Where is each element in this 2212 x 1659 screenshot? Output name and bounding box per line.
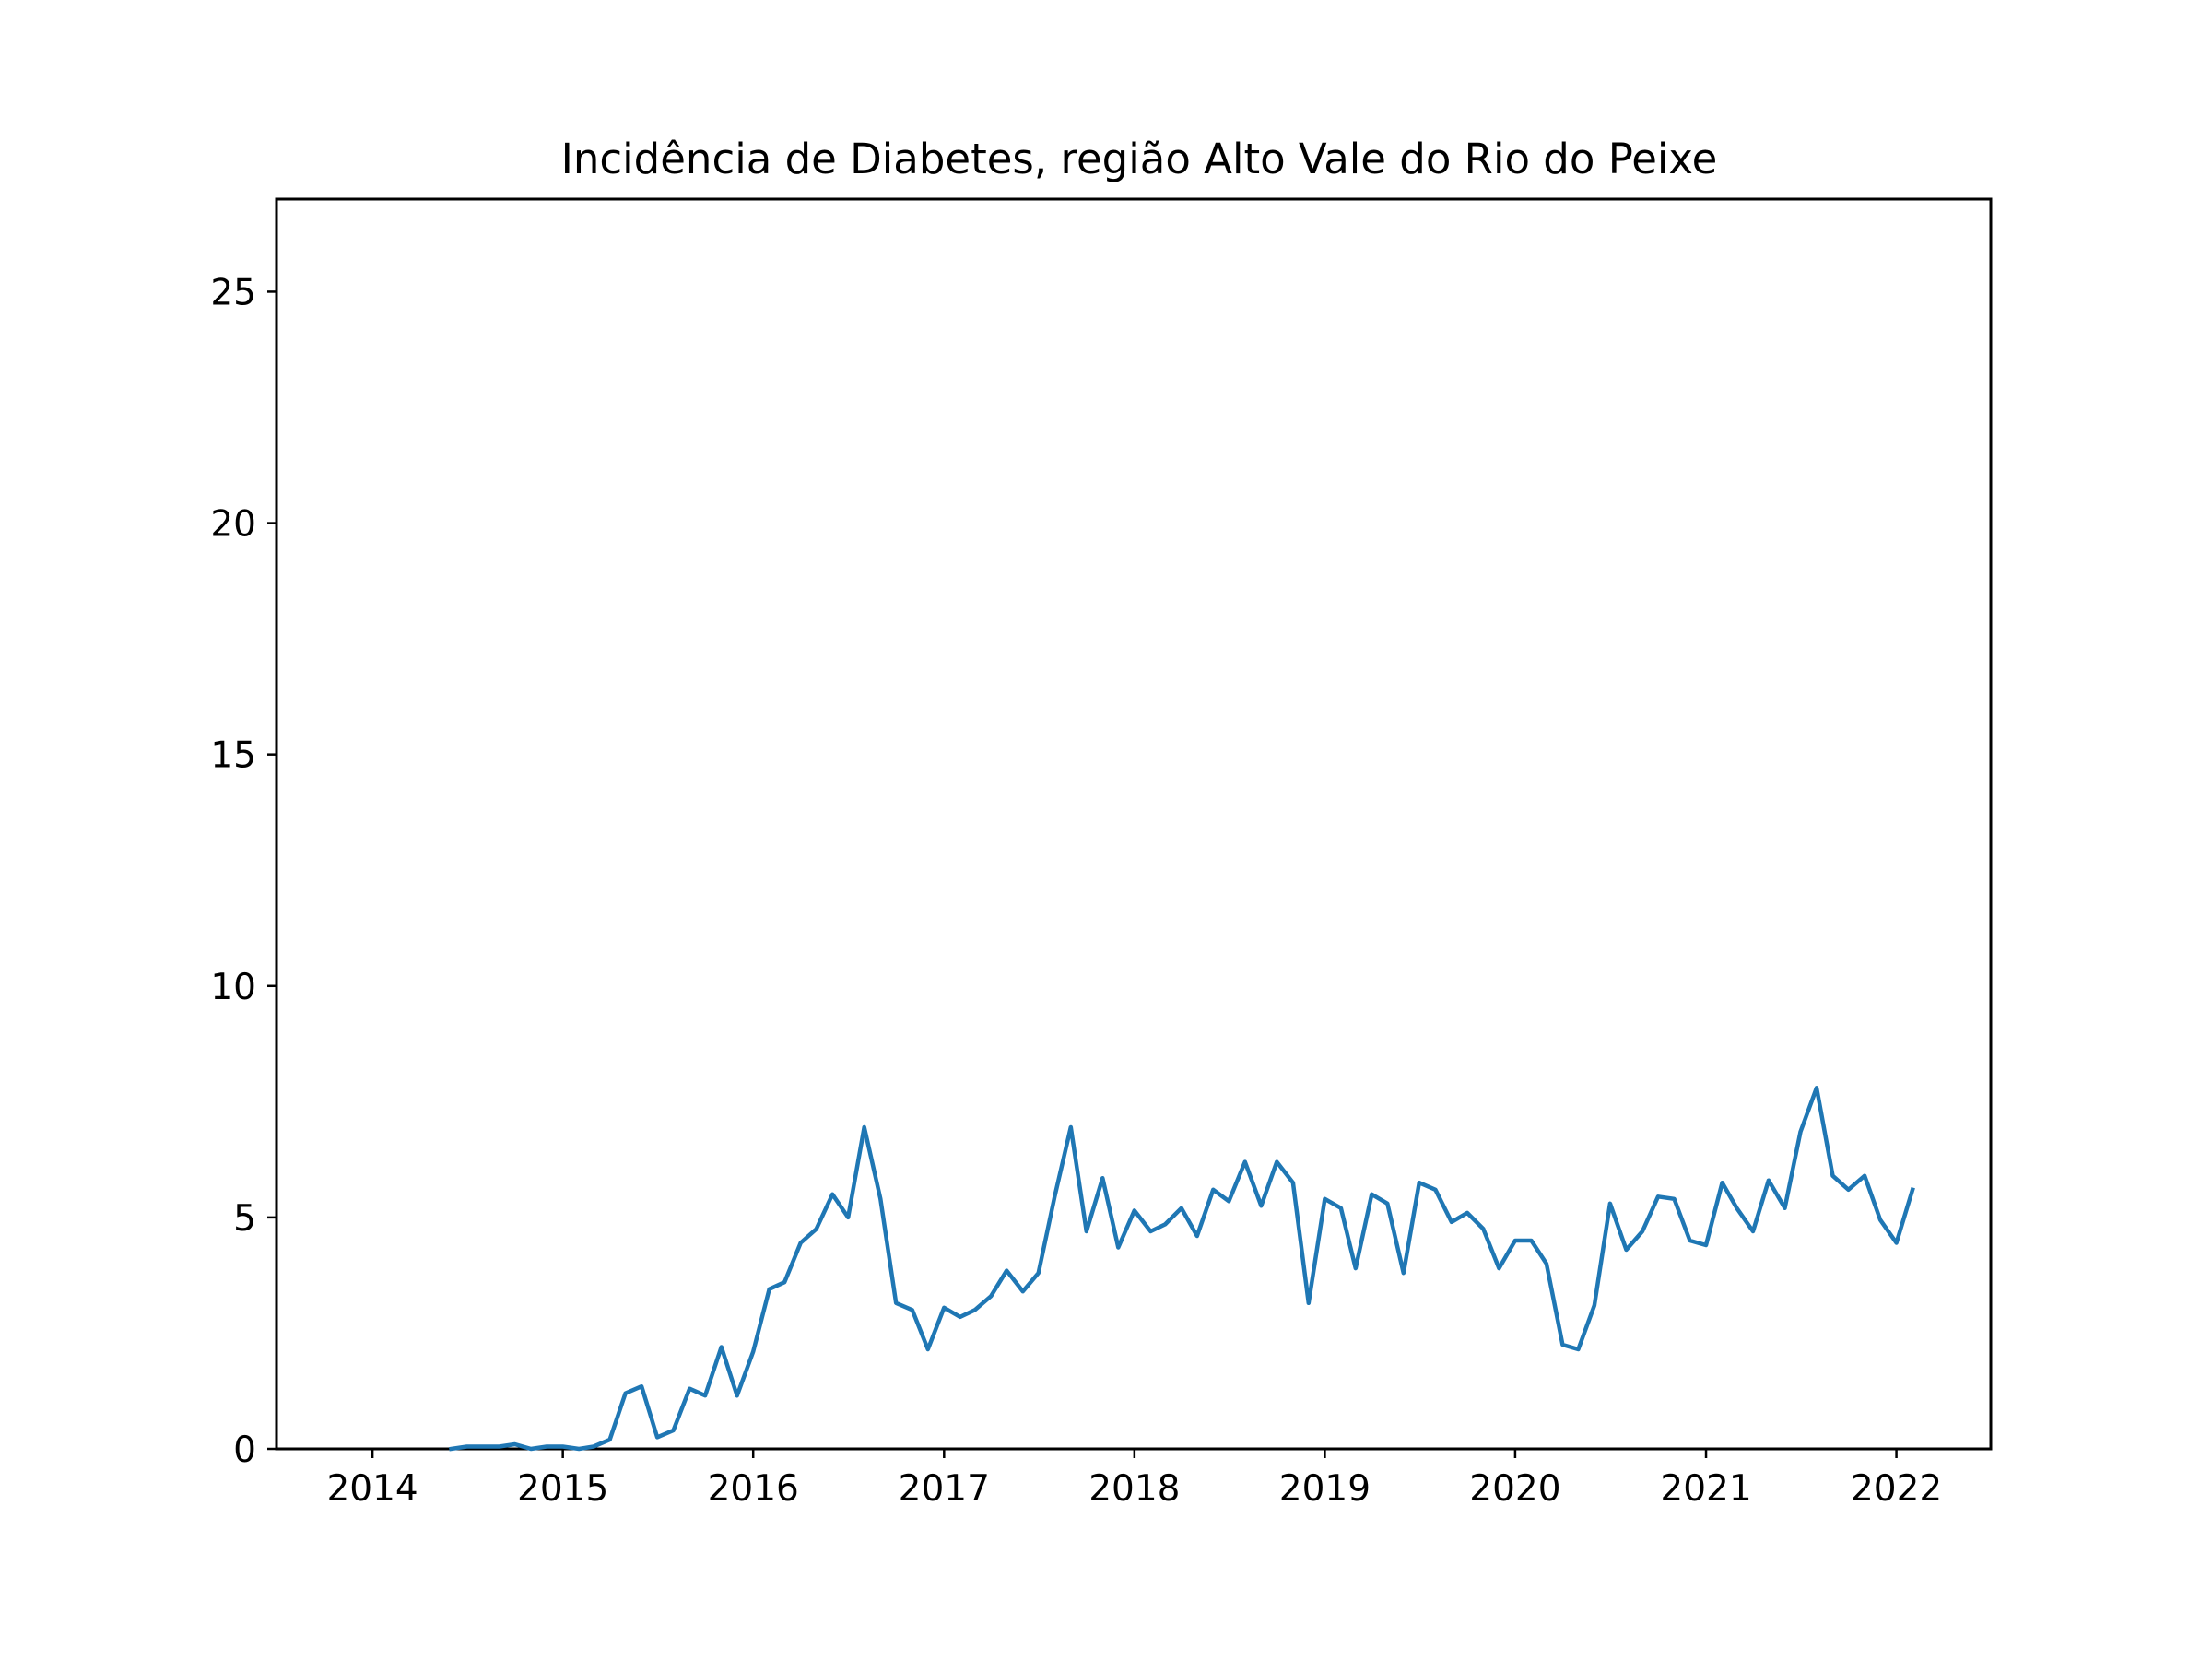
x-tick-label: 2016 <box>708 1468 799 1510</box>
x-tick-label: 2019 <box>1279 1468 1371 1510</box>
x-tick-label: 2014 <box>326 1468 418 1510</box>
series-layer <box>449 1086 1915 1452</box>
y-tick-label: 15 <box>210 735 256 777</box>
y-tick-label: 20 <box>210 504 256 546</box>
plot-area <box>275 197 1993 1451</box>
x-tick-label: 2018 <box>1088 1468 1180 1510</box>
x-tick-label: 2020 <box>1469 1468 1560 1510</box>
y-tick-label: 5 <box>233 1198 256 1240</box>
x-tick-label: 2021 <box>1660 1468 1751 1510</box>
y-tick-label: 10 <box>210 967 256 1008</box>
x-axis: 2014 2015 2016 2017 2018 2019 2020 2021 2022 <box>326 1449 1942 1510</box>
series-line <box>449 1086 1915 1452</box>
x-tick-label: 2015 <box>517 1468 608 1510</box>
x-tick-label: 2017 <box>899 1468 990 1510</box>
y-axis: 0 5 10 15 20 25 <box>210 272 276 1471</box>
y-tick-label: 0 <box>233 1430 256 1471</box>
y-tick-label: 25 <box>210 272 256 313</box>
x-tick-label: 2022 <box>1851 1468 1942 1510</box>
chart-title: Incidência de Diabetes, região Alto Vale… <box>561 135 1718 183</box>
